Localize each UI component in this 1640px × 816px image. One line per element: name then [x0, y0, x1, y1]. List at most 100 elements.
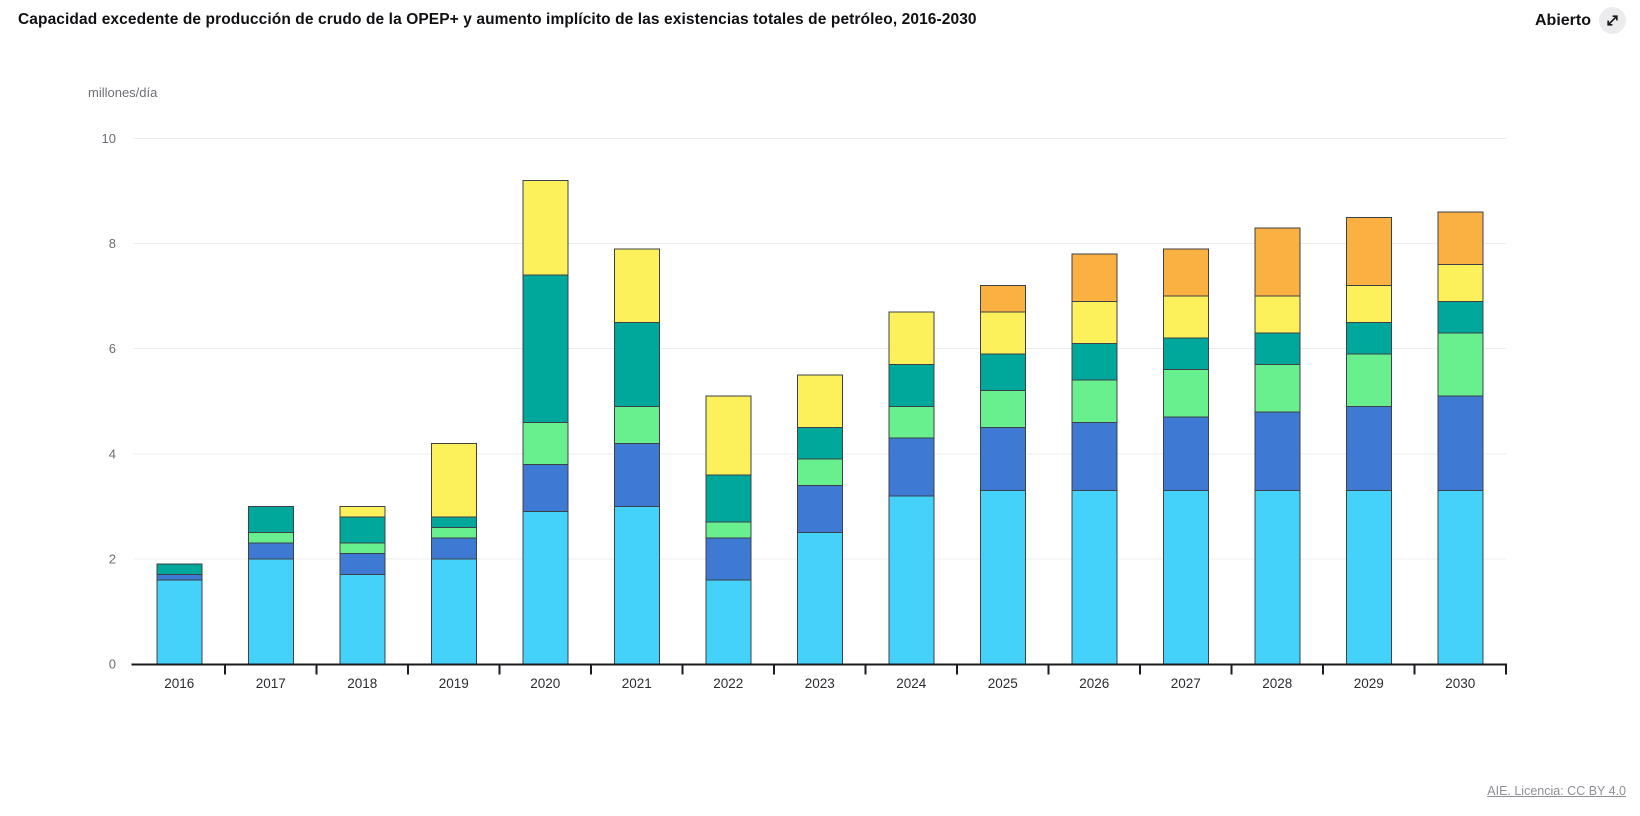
bar-segment-2017-teal-segment[interactable] [247, 505, 294, 534]
bar-segment-2028-light-blue-segment[interactable] [1254, 490, 1301, 665]
bar-segment-2030-yellow-segment[interactable] [1437, 264, 1484, 302]
bar-segment-2026-orange-segment[interactable] [1071, 253, 1118, 302]
bar-segment-2016-teal-segment[interactable] [156, 563, 203, 576]
bar-segment-2030-light-blue-segment[interactable] [1437, 490, 1484, 665]
bar-segment-2024-dark-blue-segment[interactable] [888, 437, 935, 497]
bar-segment-2024-light-green-segment[interactable] [888, 406, 935, 439]
bar-segment-2018-yellow-segment[interactable] [339, 505, 386, 518]
open-button[interactable]: Abierto [1535, 7, 1626, 34]
bar-segment-2022-light-green-segment[interactable] [705, 521, 752, 539]
bar-segment-2016-light-blue-segment[interactable] [156, 579, 203, 665]
y-axis-tick-label: 6 [109, 341, 116, 356]
bar-segment-2022-teal-segment[interactable] [705, 474, 752, 523]
bar-segment-2026-light-green-segment[interactable] [1071, 379, 1118, 423]
bar-segment-2019-light-green-segment[interactable] [430, 526, 477, 539]
open-button-label: Abierto [1535, 11, 1591, 29]
bar-segment-2025-light-green-segment[interactable] [979, 390, 1026, 429]
bar-segment-2027-orange-segment[interactable] [1162, 248, 1209, 297]
x-axis-year-label: 2030 [1445, 676, 1475, 691]
x-axis-year-label: 2025 [988, 676, 1018, 691]
bar-segment-2026-teal-segment[interactable] [1071, 342, 1118, 381]
bar-segment-2029-light-blue-segment[interactable] [1345, 490, 1392, 665]
x-axis-year-label: 2028 [1262, 676, 1292, 691]
bar-segment-2029-light-green-segment[interactable] [1345, 353, 1392, 408]
bar-segment-2016-dark-blue-segment[interactable] [156, 574, 203, 581]
bar-segment-2018-light-green-segment[interactable] [339, 542, 386, 555]
expand-icon[interactable] [1599, 7, 1626, 34]
y-axis-unit-label: millones/día [88, 85, 158, 100]
bar-segment-2030-dark-blue-segment[interactable] [1437, 395, 1484, 492]
bar-segment-2025-yellow-segment[interactable] [979, 311, 1026, 355]
bar-segment-2018-light-blue-segment[interactable] [339, 574, 386, 665]
bar-segment-2029-orange-segment[interactable] [1345, 216, 1392, 287]
license-link[interactable]: AIE. Licencia: CC BY 4.0 [1487, 784, 1626, 798]
bar-segment-2020-light-green-segment[interactable] [522, 421, 569, 465]
x-axis-year-label: 2017 [256, 676, 286, 691]
x-axis-year-label: 2018 [347, 676, 377, 691]
bar-segment-2020-yellow-segment[interactable] [522, 180, 569, 276]
bar-segment-2019-light-blue-segment[interactable] [430, 558, 477, 665]
bar-segment-2020-teal-segment[interactable] [522, 274, 569, 423]
bar-segment-2028-teal-segment[interactable] [1254, 332, 1301, 365]
y-axis-tick-label: 10 [102, 131, 116, 146]
bar-segment-2027-light-green-segment[interactable] [1162, 369, 1209, 418]
bar-segment-2020-dark-blue-segment[interactable] [522, 463, 569, 513]
bar-segment-2021-light-green-segment[interactable] [613, 406, 660, 444]
bar-segment-2029-dark-blue-segment[interactable] [1345, 406, 1392, 492]
bar-segment-2030-orange-segment[interactable] [1437, 211, 1484, 266]
bar-segment-2020-light-blue-segment[interactable] [522, 511, 569, 665]
bar-segment-2017-dark-blue-segment[interactable] [247, 542, 294, 560]
bar-segment-2023-dark-blue-segment[interactable] [796, 484, 843, 534]
page-title: Capacidad excedente de producción de cru… [18, 11, 977, 28]
bar-segment-2027-teal-segment[interactable] [1162, 337, 1209, 371]
bar-segment-2021-yellow-segment[interactable] [613, 248, 660, 323]
bar-segment-2027-light-blue-segment[interactable] [1162, 490, 1209, 665]
bar-segment-2019-yellow-segment[interactable] [430, 442, 477, 518]
bar-segment-2023-yellow-segment[interactable] [796, 374, 843, 429]
x-axis-year-label: 2021 [622, 676, 652, 691]
bar-segment-2025-dark-blue-segment[interactable] [979, 427, 1026, 492]
x-axis-year-label: 2029 [1354, 676, 1384, 691]
y-axis-tick-label: 2 [109, 551, 116, 566]
bar-segment-2021-light-blue-segment[interactable] [613, 505, 660, 665]
bar-segment-2026-yellow-segment[interactable] [1071, 300, 1118, 344]
bar-segment-2022-yellow-segment[interactable] [705, 395, 752, 476]
bar-segment-2021-dark-blue-segment[interactable] [613, 442, 660, 507]
bar-segment-2024-light-blue-segment[interactable] [888, 495, 935, 665]
bar-segment-2021-teal-segment[interactable] [613, 321, 660, 408]
bar-segment-2019-dark-blue-segment[interactable] [430, 537, 477, 560]
bar-segment-2027-dark-blue-segment[interactable] [1162, 416, 1209, 492]
bar-segment-2029-teal-segment[interactable] [1345, 321, 1392, 355]
bar-segment-2018-dark-blue-segment[interactable] [339, 553, 386, 576]
bar-segment-2026-light-blue-segment[interactable] [1071, 490, 1118, 665]
bar-segment-2025-orange-segment[interactable] [979, 285, 1026, 313]
bar-segment-2022-dark-blue-segment[interactable] [705, 537, 752, 581]
bar-segment-2023-teal-segment[interactable] [796, 427, 843, 460]
x-axis-year-label: 2027 [1171, 676, 1201, 691]
bar-segment-2027-yellow-segment[interactable] [1162, 295, 1209, 339]
bar-segment-2024-teal-segment[interactable] [888, 363, 935, 408]
bar-segment-2023-light-green-segment[interactable] [796, 458, 843, 486]
bar-segment-2017-light-green-segment[interactable] [247, 532, 294, 544]
bar-segment-2026-dark-blue-segment[interactable] [1071, 421, 1118, 492]
bar-segment-2023-light-blue-segment[interactable] [796, 532, 843, 665]
bar-segment-2025-light-blue-segment[interactable] [979, 490, 1026, 665]
x-axis-year-label: 2022 [713, 676, 743, 691]
bar-segment-2022-light-blue-segment[interactable] [705, 579, 752, 665]
bar-segment-2025-teal-segment[interactable] [979, 353, 1026, 392]
bar-segment-2028-dark-blue-segment[interactable] [1254, 411, 1301, 492]
bar-segment-2024-yellow-segment[interactable] [888, 311, 935, 365]
bar-segment-2029-yellow-segment[interactable] [1345, 285, 1392, 323]
bar-segment-2028-yellow-segment[interactable] [1254, 295, 1301, 334]
x-axis-year-label: 2023 [805, 676, 835, 691]
x-axis-year-label: 2016 [164, 676, 194, 691]
bar-segment-2028-light-green-segment[interactable] [1254, 363, 1301, 413]
bar-segment-2018-teal-segment[interactable] [339, 516, 386, 544]
x-axis-year-label: 2024 [896, 676, 927, 691]
bar-segment-2030-light-green-segment[interactable] [1437, 332, 1484, 397]
bar-segment-2028-orange-segment[interactable] [1254, 227, 1301, 297]
bar-segment-2030-teal-segment[interactable] [1437, 300, 1484, 334]
bar-segment-2017-light-blue-segment[interactable] [247, 558, 294, 665]
bar-segment-2019-teal-segment[interactable] [430, 516, 477, 528]
